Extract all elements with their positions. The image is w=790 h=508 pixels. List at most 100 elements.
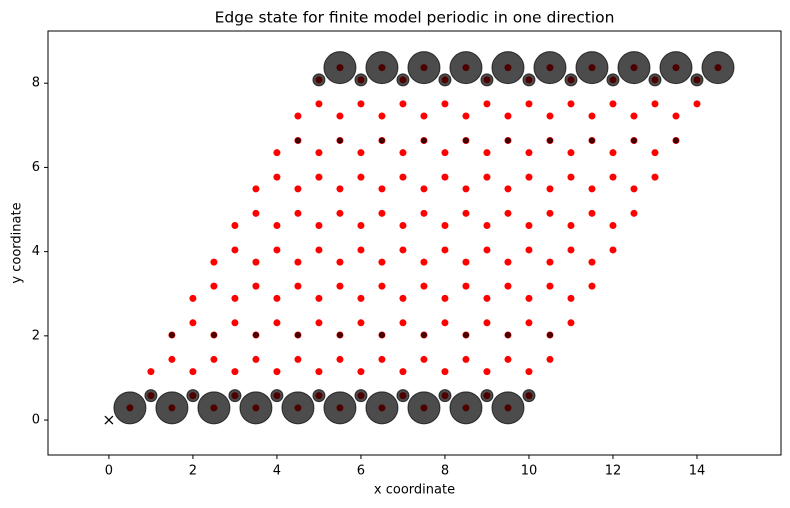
orbital-dot	[483, 222, 491, 230]
orbital-dot	[399, 100, 407, 108]
orbital-dot	[147, 368, 155, 376]
orbital-dot	[483, 100, 491, 108]
amplitude-circle	[462, 332, 469, 338]
orbital-dot	[609, 222, 617, 230]
orbital-dot	[525, 222, 533, 230]
orbital-dot	[294, 258, 302, 266]
orbital-dot	[294, 282, 302, 290]
y-axis-label: y coordinate	[10, 202, 25, 283]
orbital-dot	[168, 355, 176, 363]
orbital-dot	[231, 368, 239, 376]
amplitude-circle	[546, 332, 553, 338]
orbital-dot	[441, 149, 449, 157]
orbital-dot	[420, 282, 428, 290]
orbital-dot	[273, 173, 281, 181]
orbital-dot	[504, 209, 512, 217]
amplitude-circle	[407, 51, 441, 85]
x-tick-label: 0	[105, 464, 113, 479]
x-tick-label: 6	[357, 464, 365, 479]
orbital-dot	[399, 149, 407, 157]
amplitude-circle	[323, 51, 357, 85]
amplitude-circle	[113, 391, 147, 425]
orbital-dot	[399, 294, 407, 302]
orbital-dot	[609, 100, 617, 108]
orbital-dot	[588, 185, 596, 193]
orbital-dot	[252, 258, 260, 266]
orbital-dot	[567, 294, 575, 302]
x-tick-label: 14	[689, 464, 706, 479]
orbital-dot	[420, 258, 428, 266]
orbital-dot	[588, 209, 596, 217]
orbital-dot	[273, 294, 281, 302]
orbital-dot	[294, 112, 302, 120]
orbital-dot	[315, 173, 323, 181]
orbital-dot	[210, 258, 218, 266]
orbital-dot	[546, 258, 554, 266]
orbital-dot	[189, 294, 197, 302]
orbital-dot	[399, 173, 407, 181]
orbital-dot	[441, 100, 449, 108]
orbital-dot	[315, 294, 323, 302]
orbital-dot	[630, 209, 638, 217]
amplitude-circle	[336, 332, 343, 338]
orbital-dot	[189, 368, 197, 376]
amplitude-circle	[336, 137, 343, 144]
amplitude-circle	[294, 137, 301, 144]
orbital-dot	[630, 112, 638, 120]
amplitude-circle	[197, 391, 231, 425]
orbital-dot	[693, 100, 701, 108]
y-tick-label: 2	[32, 328, 40, 343]
amplitude-circle	[396, 73, 410, 87]
orbital-dot	[609, 246, 617, 254]
y-tick-label: 8	[32, 76, 40, 91]
x-tick-label: 10	[521, 464, 538, 479]
orbital-dot	[567, 173, 575, 181]
amplitude-circle	[323, 391, 357, 425]
y-tick-label: 6	[32, 160, 40, 175]
amplitude-circle	[239, 391, 273, 425]
orbital-dot	[378, 282, 386, 290]
amplitude-circle	[546, 137, 553, 144]
orbital-dot	[357, 246, 365, 254]
orbital-dot	[252, 209, 260, 217]
orbital-dot	[336, 185, 344, 193]
amplitude-circle	[144, 389, 158, 403]
orbital-dot	[378, 112, 386, 120]
orbital-dot	[231, 246, 239, 254]
orbital-dot	[567, 319, 575, 327]
orbital-dot	[399, 319, 407, 327]
orbital-dot	[567, 222, 575, 230]
orbital-dot	[252, 355, 260, 363]
amplitude-circle	[533, 51, 567, 85]
amplitude-circle	[588, 137, 595, 144]
amplitude-circle	[522, 389, 536, 403]
amplitude-circle	[659, 51, 693, 85]
amplitude-circle	[491, 51, 525, 85]
orbital-dot	[210, 355, 218, 363]
amplitude-circle	[354, 73, 368, 87]
orbital-dot	[294, 209, 302, 217]
orbital-dot	[504, 112, 512, 120]
orbital-dot	[357, 294, 365, 302]
amplitude-circle	[270, 389, 284, 403]
amplitude-circle	[420, 332, 427, 338]
amplitude-circle	[462, 137, 469, 144]
amplitude-circle	[564, 73, 578, 87]
orbital-dot	[441, 222, 449, 230]
orbital-dot	[315, 222, 323, 230]
amplitude-circle	[186, 389, 200, 403]
orbital-dot	[588, 112, 596, 120]
orbital-dot	[546, 209, 554, 217]
amplitude-circle	[365, 51, 399, 85]
orbital-dot	[378, 258, 386, 266]
amplitude-circle	[522, 73, 536, 87]
orbital-dot	[441, 368, 449, 376]
orbital-dot	[357, 368, 365, 376]
orbital-dot	[294, 355, 302, 363]
orbital-dot	[399, 222, 407, 230]
orbital-dot	[315, 149, 323, 157]
orbital-dot	[315, 246, 323, 254]
orbital-dot	[273, 246, 281, 254]
orbital-dot	[231, 294, 239, 302]
orbital-dot	[378, 185, 386, 193]
